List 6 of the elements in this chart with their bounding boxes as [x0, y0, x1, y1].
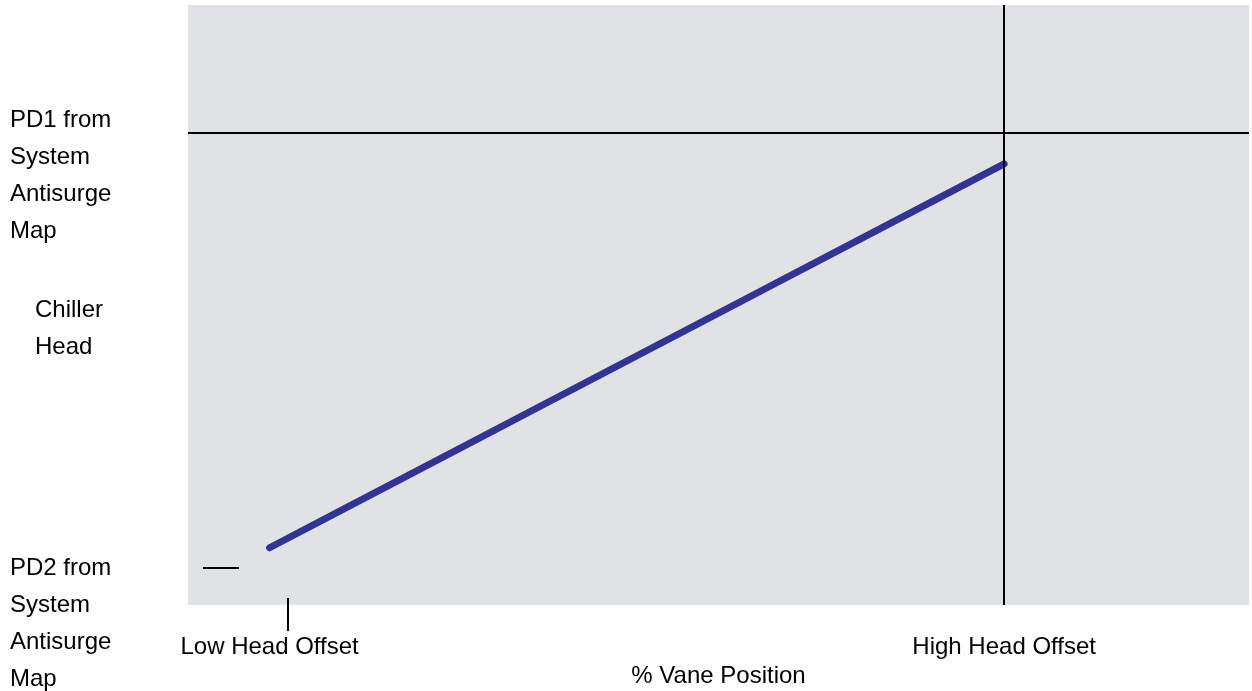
- y-axis-title: Chiller Head: [35, 295, 110, 359]
- x-axis-title: % Vane Position: [631, 660, 806, 688]
- text: PD2 from System Antisurge Map: [10, 553, 119, 691]
- text: PD1 from System Antisurge Map: [10, 105, 119, 243]
- x-tick-label: High Head Offset: [912, 631, 1097, 659]
- x-tick-label: Low Head Offset: [180, 631, 360, 659]
